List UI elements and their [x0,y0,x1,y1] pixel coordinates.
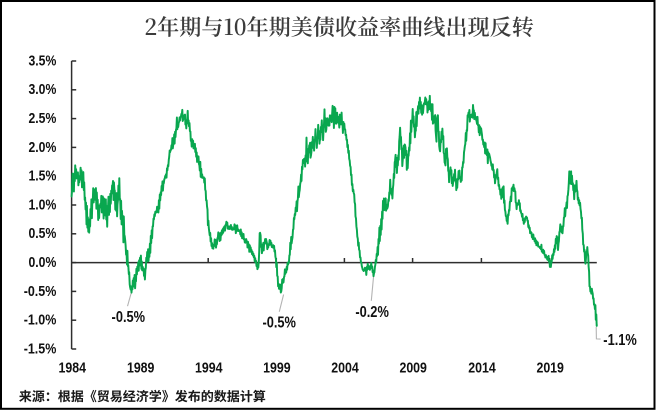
svg-text:-1.0%: -1.0% [24,312,57,329]
svg-text:2004: 2004 [331,359,359,376]
svg-text:3.0%: 3.0% [29,81,57,98]
svg-text:0.5%: 0.5% [29,225,57,242]
svg-text:1.5%: 1.5% [29,168,57,185]
svg-text:-1.1%: -1.1% [603,332,637,349]
svg-text:1999: 1999 [263,359,291,376]
svg-text:-0.5%: -0.5% [262,314,296,331]
svg-text:-0.2%: -0.2% [355,304,389,321]
svg-text:1994: 1994 [195,359,223,376]
svg-text:2014: 2014 [468,359,496,376]
svg-text:1.0%: 1.0% [29,196,57,213]
svg-text:2009: 2009 [399,359,427,376]
svg-text:1984: 1984 [59,359,87,376]
svg-text:0.0%: 0.0% [29,254,57,271]
svg-text:-0.5%: -0.5% [112,309,146,326]
svg-text:2.0%: 2.0% [29,139,57,156]
svg-text:1989: 1989 [127,359,155,376]
svg-text:-0.5%: -0.5% [24,283,57,300]
svg-text:-1.5%: -1.5% [24,340,57,357]
svg-text:3.5%: 3.5% [29,52,57,69]
svg-text:2019: 2019 [536,359,564,376]
svg-text:2.5%: 2.5% [29,110,57,127]
